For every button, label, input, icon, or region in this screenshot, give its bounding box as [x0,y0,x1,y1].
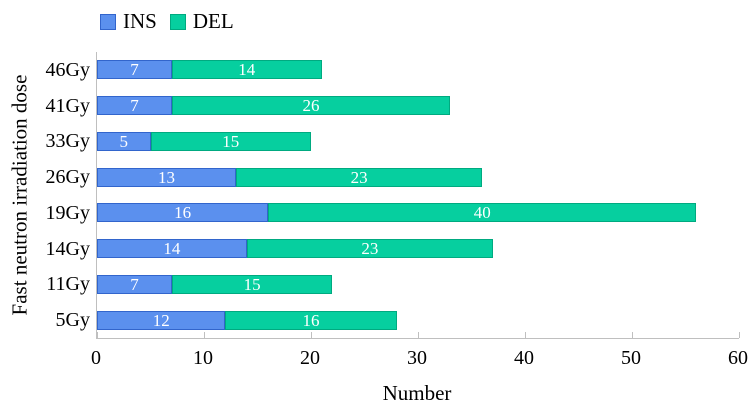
del-bar-segment: 15 [150,131,311,151]
bar-row: 26Gy 13 23 [46,159,739,195]
x-axis-tick-label: 30 [407,347,427,369]
x-axis-tickmark [311,332,312,338]
x-axis-tickmark [204,332,205,338]
x-axis-tickmark [525,332,526,338]
category-label: 26Gy [45,166,90,189]
legend-label-ins: INS [123,9,157,33]
x-axis-tick-labels: 0 10 20 30 40 50 60 [91,347,748,371]
ins-bar-segment: 7 [97,60,172,80]
x-axis-tickmark [739,332,740,338]
stacked-bar: 7 14 [97,60,739,80]
ins-bar-segment: 13 [97,167,237,187]
x-axis-tick-label: 10 [193,347,213,369]
category-label: 14Gy [45,237,90,260]
stacked-bar: 5 15 [97,131,739,151]
del-bar-segment: 23 [246,239,493,259]
x-axis-tickmark [97,332,98,338]
bar-row: 5Gy 12 16 [56,302,739,338]
del-bar-segment: 40 [268,203,697,223]
legend-label-del: DEL [192,9,234,33]
del-bar-segment: 14 [171,60,322,80]
del-bar-segment: 15 [171,274,333,294]
stacked-bar: 7 26 [97,96,739,116]
ins-bar-segment: 7 [97,274,172,294]
stacked-bar: 7 15 [97,274,739,294]
del-bar-segment: 23 [236,167,483,187]
stacked-bar: 12 16 [97,310,739,330]
ins-bar-segment: 16 [97,203,269,223]
bar-row: 14Gy 14 23 [46,231,739,267]
x-axis-tick-label: 40 [514,347,534,369]
x-axis-tick-label: 60 [728,347,748,369]
ins-bar-segment: 7 [97,96,172,116]
ins-legend-swatch-icon [100,13,116,30]
stacked-bar: 13 23 [97,167,739,187]
category-label: 33Gy [45,130,90,153]
legend-item-del: DEL [169,9,234,34]
legend: INS DEL [100,9,234,34]
del-bar-segment: 26 [171,96,451,116]
bar-row: 11Gy 7 15 [46,267,739,303]
x-axis-tickmark [632,332,633,338]
category-label: 19Gy [45,201,90,224]
x-axis-tickmark [418,332,419,338]
category-label: 41Gy [45,94,90,117]
x-axis-tick-label: 20 [300,347,320,369]
x-axis-title: Number [382,381,452,405]
ins-bar-segment: 14 [97,239,247,259]
bar-row: 41Gy 7 26 [46,88,739,124]
y-axis-title: Fast neutron irradiation dose [7,74,32,316]
category-label: 5Gy [55,309,90,332]
bar-row: 33Gy 5 15 [46,124,739,160]
bar-row: 19Gy 16 40 [46,195,739,231]
ins-bar-segment: 12 [97,310,226,330]
x-axis-tick-label: 0 [91,347,101,369]
category-label: 46Gy [45,58,90,81]
plot-area: 46Gy 7 14 41Gy 7 26 33Gy 5 15 26Gy 13 23 19Gy 16 40 14G… [46,52,740,339]
stacked-bar: 16 40 [97,203,739,223]
del-bar-segment: 16 [225,310,397,330]
bar-row: 46Gy 7 14 [46,52,739,88]
stacked-bar: 14 23 [97,239,739,259]
ins-bar-segment: 5 [97,131,151,151]
legend-item-ins: INS [100,9,157,34]
del-legend-swatch-icon [169,13,186,30]
category-label: 11Gy [46,273,90,296]
x-axis-tick-label: 50 [621,347,641,369]
